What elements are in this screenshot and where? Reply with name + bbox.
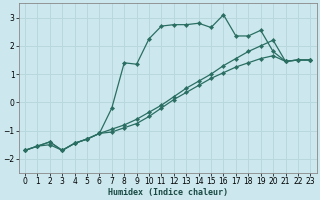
X-axis label: Humidex (Indice chaleur): Humidex (Indice chaleur) xyxy=(108,188,228,197)
